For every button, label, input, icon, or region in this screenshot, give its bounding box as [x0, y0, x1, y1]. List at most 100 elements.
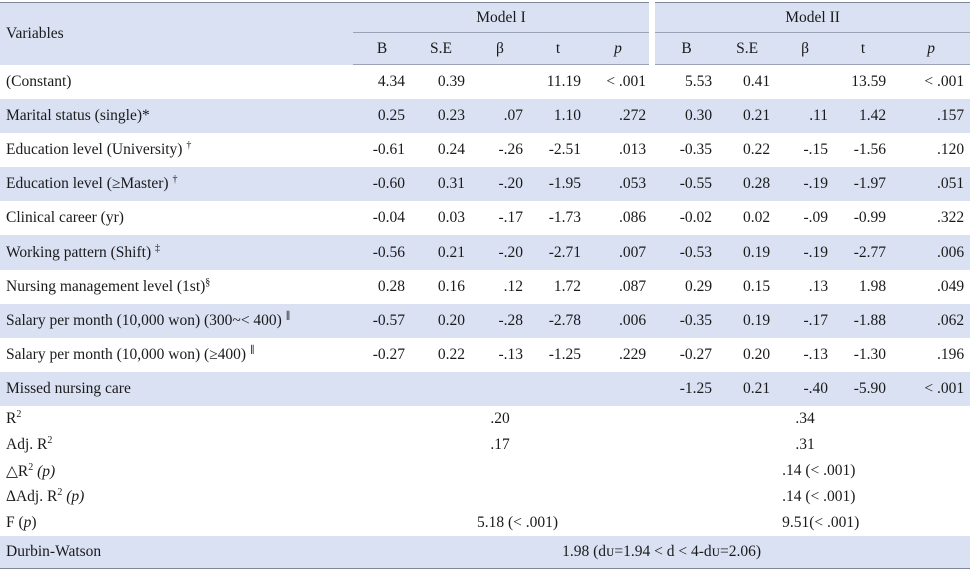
table-row: Nursing management level (1st)§ 0.28 0.1…: [0, 270, 970, 304]
cell: 1.98: [858, 277, 887, 295]
cell: -1.25: [679, 380, 713, 398]
cell: [411, 372, 471, 406]
cell: 0.20: [437, 311, 465, 329]
cell: 0.15: [742, 277, 771, 295]
cell: -2.51: [548, 140, 581, 158]
f-label: F (p): [6, 514, 37, 532]
delta-r2-label: △R2 (p): [6, 461, 56, 480]
durbin-watson-value: 1.98 (dᴜ=1.94 < d < 4-dᴜ=2.06): [562, 543, 761, 561]
row-label: (Constant): [6, 72, 72, 90]
cell: -.28: [498, 311, 523, 329]
cell: -.17: [498, 209, 523, 227]
cell: -1.97: [853, 175, 887, 193]
cell: [587, 372, 652, 406]
cell: 0.21: [742, 380, 771, 398]
cell: -.40: [803, 380, 829, 398]
col-p: p: [587, 32, 653, 65]
cell: -2.78: [548, 311, 581, 329]
cell: 0.21: [437, 243, 465, 261]
row-label: Marital status (single)*: [6, 106, 150, 124]
durbin-watson-row: Durbin-Watson 1.98 (dᴜ=1.94 < d < 4-dᴜ=2…: [0, 536, 970, 569]
table-row: Education level (≥Master) † -0.60 0.31 -…: [0, 167, 970, 202]
table-row: Salary per month (10,000 won) (≥400) ∥ -…: [0, 338, 970, 372]
row-label: Nursing management level (1st)§: [6, 276, 211, 295]
delta-r2-model-2: .14 (< .001): [782, 462, 856, 480]
table-row: Working pattern (Shift) ‡ -0.56 0.21 -.2…: [0, 235, 970, 270]
cell: 0.16: [437, 277, 465, 295]
model-2-header: Model II: [649, 2, 970, 33]
cell: -0.99: [853, 209, 887, 227]
cell: 0.24: [437, 140, 465, 158]
col-b: B: [649, 32, 719, 65]
row-label: Working pattern (Shift) ‡: [6, 242, 160, 261]
cell: -.17: [803, 311, 829, 329]
cell: 0.39: [437, 72, 465, 90]
cell: 4.34: [377, 72, 405, 90]
row-label: Education level (University) †: [6, 139, 192, 158]
cell: 0.03: [437, 209, 465, 227]
cell: 0.23: [437, 106, 465, 124]
cell: 1.10: [553, 106, 581, 124]
cell: .322: [937, 209, 965, 227]
col-beta: β: [776, 32, 835, 65]
cell: 11.19: [546, 72, 581, 90]
cell: 0.19: [742, 311, 771, 329]
summary-row-delta-adj-r2: ΔAdj. R2 (p) .14 (< .001): [0, 484, 970, 510]
cell: -0.27: [372, 346, 405, 364]
table-row: Salary per month (10,000 won) (300~< 400…: [0, 303, 970, 338]
cell: -.15: [803, 140, 829, 158]
cell: .229: [618, 346, 647, 364]
cell: -0.35: [679, 311, 713, 329]
cell: .049: [937, 277, 965, 295]
cell: [776, 65, 834, 99]
cell: -1.95: [548, 175, 581, 193]
cell: -0.04: [372, 209, 405, 227]
cell: -.26: [498, 140, 523, 158]
cell: -0.57: [372, 311, 405, 329]
cell: 0.41: [742, 72, 771, 90]
table-row: Education level (University) † -0.61 0.2…: [0, 133, 970, 167]
row-label: Clinical career (yr): [6, 209, 124, 227]
delta-adj-r2-label: ΔAdj. R2 (p): [6, 487, 85, 506]
cell: .13: [808, 277, 829, 295]
cell: 13.59: [851, 72, 887, 90]
variables-header: Variables: [6, 24, 64, 42]
cell: -1.73: [548, 209, 581, 227]
col-se: S.E: [411, 32, 471, 65]
cell: -0.27: [679, 346, 713, 364]
cell: < .001: [606, 72, 647, 90]
summary-row-r2: R2 .20 .34: [0, 406, 970, 432]
cell: [471, 65, 529, 99]
summary-row-delta-r2: △R2 (p) .14 (< .001): [0, 458, 970, 484]
col-beta: β: [471, 32, 529, 65]
header-row: Variables Model I Model II: [0, 2, 970, 42]
cell: -.13: [803, 346, 829, 364]
cell: .120: [937, 140, 965, 158]
table-row: Missed nursing care -1.25 0.21 -.40 -5.9…: [0, 372, 970, 407]
cell: 0.25: [377, 106, 405, 124]
r2-model-2: .34: [795, 410, 815, 428]
f-model-1: 5.18 (< .001): [477, 514, 559, 532]
cell: [471, 372, 529, 406]
cell: 0.20: [742, 346, 771, 364]
cell: -.20: [498, 243, 523, 261]
cell: .12: [503, 277, 523, 295]
adj-r2-model-1: .17: [490, 436, 510, 454]
cell: .062: [937, 311, 965, 329]
cell: [529, 372, 587, 406]
summary-row-adj-r2: Adj. R2 .17 .31: [0, 432, 970, 458]
cell: -.09: [803, 209, 829, 227]
col-p: p: [892, 32, 970, 65]
cell: .006: [618, 311, 647, 329]
cell: 1.42: [858, 106, 887, 124]
cell: < .001: [924, 72, 965, 90]
table-row: Clinical career (yr) -0.04 0.03 -.17 -1.…: [0, 201, 970, 235]
cell: 0.02: [742, 209, 771, 227]
row-label: Salary per month (10,000 won) (300~< 400…: [6, 310, 291, 329]
cell: -5.90: [853, 380, 887, 398]
cell: .272: [618, 106, 647, 124]
f-model-2: 9.51(< .001): [782, 514, 860, 532]
cell: -0.56: [372, 243, 405, 261]
cell: .07: [503, 106, 523, 124]
cell: -.19: [803, 243, 829, 261]
